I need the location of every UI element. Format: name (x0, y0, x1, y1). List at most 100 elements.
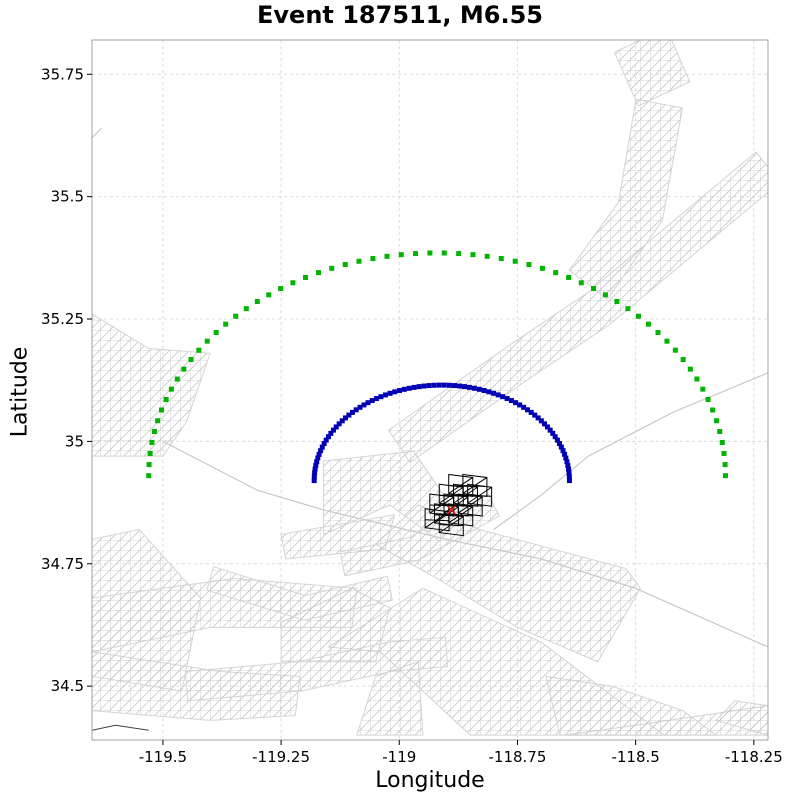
semicircle-point (353, 407, 359, 413)
semicircle-point (566, 470, 572, 476)
semicircle-point (313, 462, 319, 468)
semicircle-point (413, 251, 419, 257)
semicircle-point (645, 321, 651, 327)
semicircle-point (401, 386, 407, 392)
semicircle-point (188, 357, 194, 363)
semicircle-point (504, 396, 510, 402)
semicircle-point (717, 429, 723, 435)
semicircle-point (553, 270, 559, 276)
semicircle-point (694, 376, 700, 382)
trace-line (92, 127, 102, 139)
semicircle-point (719, 439, 725, 445)
semicircle-point (328, 430, 334, 436)
semicircle-point (436, 382, 442, 388)
semicircle-point (517, 402, 523, 408)
semicircle-point (535, 415, 541, 421)
semicircle-point (722, 473, 728, 479)
semicircle-point (168, 386, 174, 392)
semicircle-point (312, 466, 318, 472)
plot-frame (91, 39, 769, 741)
semicircle-point (528, 409, 534, 415)
semicircle-point (361, 402, 367, 408)
y-tick-label: 35.25 (41, 310, 84, 328)
x-tick-label: -119 (382, 748, 416, 766)
semicircle-point (321, 441, 327, 447)
rupture-cell-outline (424, 508, 450, 532)
semicircle-point (556, 441, 562, 447)
semicircle-point (578, 280, 584, 286)
semicircle-series (146, 250, 728, 479)
semicircle-point (566, 274, 572, 280)
y-tick-label: 35.5 (51, 188, 84, 206)
semicircle-point (550, 430, 556, 436)
rupture-cell-outline (438, 513, 464, 537)
semicircle-point (406, 385, 412, 391)
semicircle-point (398, 252, 404, 258)
semicircle-point (456, 251, 462, 257)
fault-mesh (92, 313, 211, 457)
semicircle-point (547, 427, 553, 433)
semicircle-point (566, 478, 572, 484)
semicircle-point (343, 415, 349, 421)
semicircle-series (311, 382, 572, 484)
semicircle-point (565, 462, 571, 468)
semicircle-point (722, 462, 728, 468)
rupture-cell-midline (439, 524, 464, 527)
rupture-cell-midline (425, 519, 450, 522)
semicircle-point (512, 258, 518, 264)
semicircle-point (467, 384, 473, 390)
semicircle-point (491, 390, 497, 396)
semicircle-point (552, 434, 558, 440)
semicircle-point (655, 329, 661, 335)
semicircle-point (339, 418, 345, 424)
semicircle-point (421, 383, 427, 389)
semicircle-point (387, 390, 393, 396)
semicircle-point (457, 383, 463, 389)
semicircle-point (318, 448, 324, 454)
semicircle-point (538, 418, 544, 424)
semicircle-point (721, 450, 727, 456)
semicircle-point (146, 462, 152, 468)
rupture-cell (438, 513, 464, 537)
semicircle-point (566, 474, 572, 480)
semicircle-point (526, 262, 532, 268)
semicircle-point (431, 382, 437, 388)
semicircle-point (564, 459, 570, 465)
semicircle-point (687, 366, 693, 372)
semicircle-point (174, 376, 180, 382)
semicircle-point (680, 357, 686, 363)
semicircle-point (314, 459, 320, 465)
semicircle-point (500, 394, 506, 400)
semicircle-point (378, 394, 384, 400)
semicircle-point (316, 451, 322, 457)
semicircle-point (554, 437, 560, 443)
semicircle-point (710, 407, 716, 413)
semicircle-point (329, 265, 335, 271)
semicircle-point (312, 470, 318, 476)
fault-band (613, 40, 691, 107)
semicircle-point (602, 292, 608, 298)
semicircle-point (315, 270, 321, 276)
semicircle-point (705, 396, 711, 402)
semicircle-point (411, 384, 417, 390)
fault-band (387, 151, 768, 464)
semicircle-point (513, 400, 519, 406)
semicircle-point (558, 444, 564, 450)
fault-band (206, 566, 393, 621)
semicircle-point (484, 253, 490, 259)
semicircle-point (416, 384, 422, 390)
semicircle-point (446, 382, 452, 388)
semicircle-point (213, 329, 219, 335)
semicircle-point (481, 388, 487, 394)
semicircle-point (290, 280, 296, 286)
semicircle-point (563, 455, 569, 461)
semicircle-point (266, 292, 272, 298)
y-tick-label: 34.75 (41, 555, 84, 573)
semicircle-point (382, 392, 388, 398)
y-axis-label: Latitude (7, 346, 33, 438)
x-tick-label: -119.5 (139, 748, 187, 766)
y-tick-label: 35 (65, 432, 84, 450)
semicircle-point (384, 253, 390, 259)
semicircle-point (346, 412, 352, 418)
